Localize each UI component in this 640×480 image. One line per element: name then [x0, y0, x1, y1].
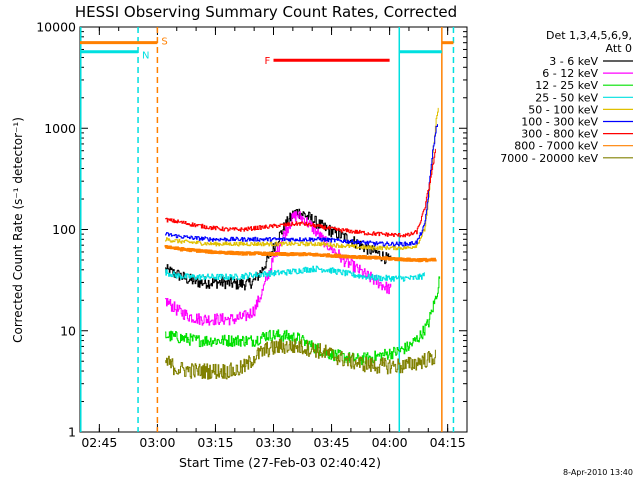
x-tick-label: 04:15: [430, 435, 466, 450]
series-line: [165, 276, 441, 366]
series-line: [165, 265, 425, 282]
series-line: [165, 211, 392, 326]
x-tick-label: 03:30: [255, 435, 291, 450]
timestamp: 8-Apr-2010 13:40: [563, 468, 633, 477]
x-tick-label: 03:15: [197, 435, 233, 450]
legend-label: 100 - 300 keV: [521, 116, 598, 129]
plot-area: 1 10 100 1000 10000 02:45 03:00 03:15 03:30 03:45…: [36, 20, 468, 450]
legend-header-line2: Att 0: [606, 42, 632, 55]
legend-header-line1: Det 1,3,4,5,6,9,: [546, 29, 632, 42]
x-tick-label: 03:00: [139, 435, 175, 450]
series-line: [165, 338, 436, 380]
legend-label: 300 - 800 keV: [521, 128, 598, 141]
series-line: [165, 124, 438, 247]
chart-title: HESSI Observing Summary Count Rates, Cor…: [75, 3, 457, 21]
series-line: [164, 245, 437, 263]
legend-label: 25 - 50 keV: [535, 91, 598, 104]
x-tick-label: 04:00: [372, 435, 408, 450]
y-tick-label: 10: [60, 323, 76, 338]
flag-label: S: [161, 37, 167, 48]
y-tick-label: 1: [68, 425, 76, 440]
y-tick-label: 1000: [44, 121, 76, 136]
flag-label: N: [142, 51, 149, 62]
x-tick-label: 03:45: [314, 435, 350, 450]
legend-label: 12 - 25 keV: [535, 79, 598, 92]
y-tick-label: 100: [52, 222, 76, 237]
series-line: [165, 148, 436, 238]
legend-label: 800 - 7000 keV: [514, 140, 598, 153]
plot-content: [80, 27, 455, 432]
legend-label: 6 - 12 keV: [542, 67, 598, 80]
legend-label: 3 - 6 keV: [549, 55, 598, 68]
legend-label: 50 - 100 keV: [528, 103, 598, 116]
y-axis-label: Corrected Count Rate (s⁻¹ detector⁻¹): [11, 117, 25, 343]
y-tick-label: 10000: [36, 20, 76, 35]
x-tick-label: 02:45: [81, 435, 117, 450]
x-axis-label: Start Time (27-Feb-03 02:40:42): [179, 455, 381, 470]
flag-label: F: [265, 56, 271, 67]
legend-label: 7000 - 20000 keV: [500, 152, 598, 165]
